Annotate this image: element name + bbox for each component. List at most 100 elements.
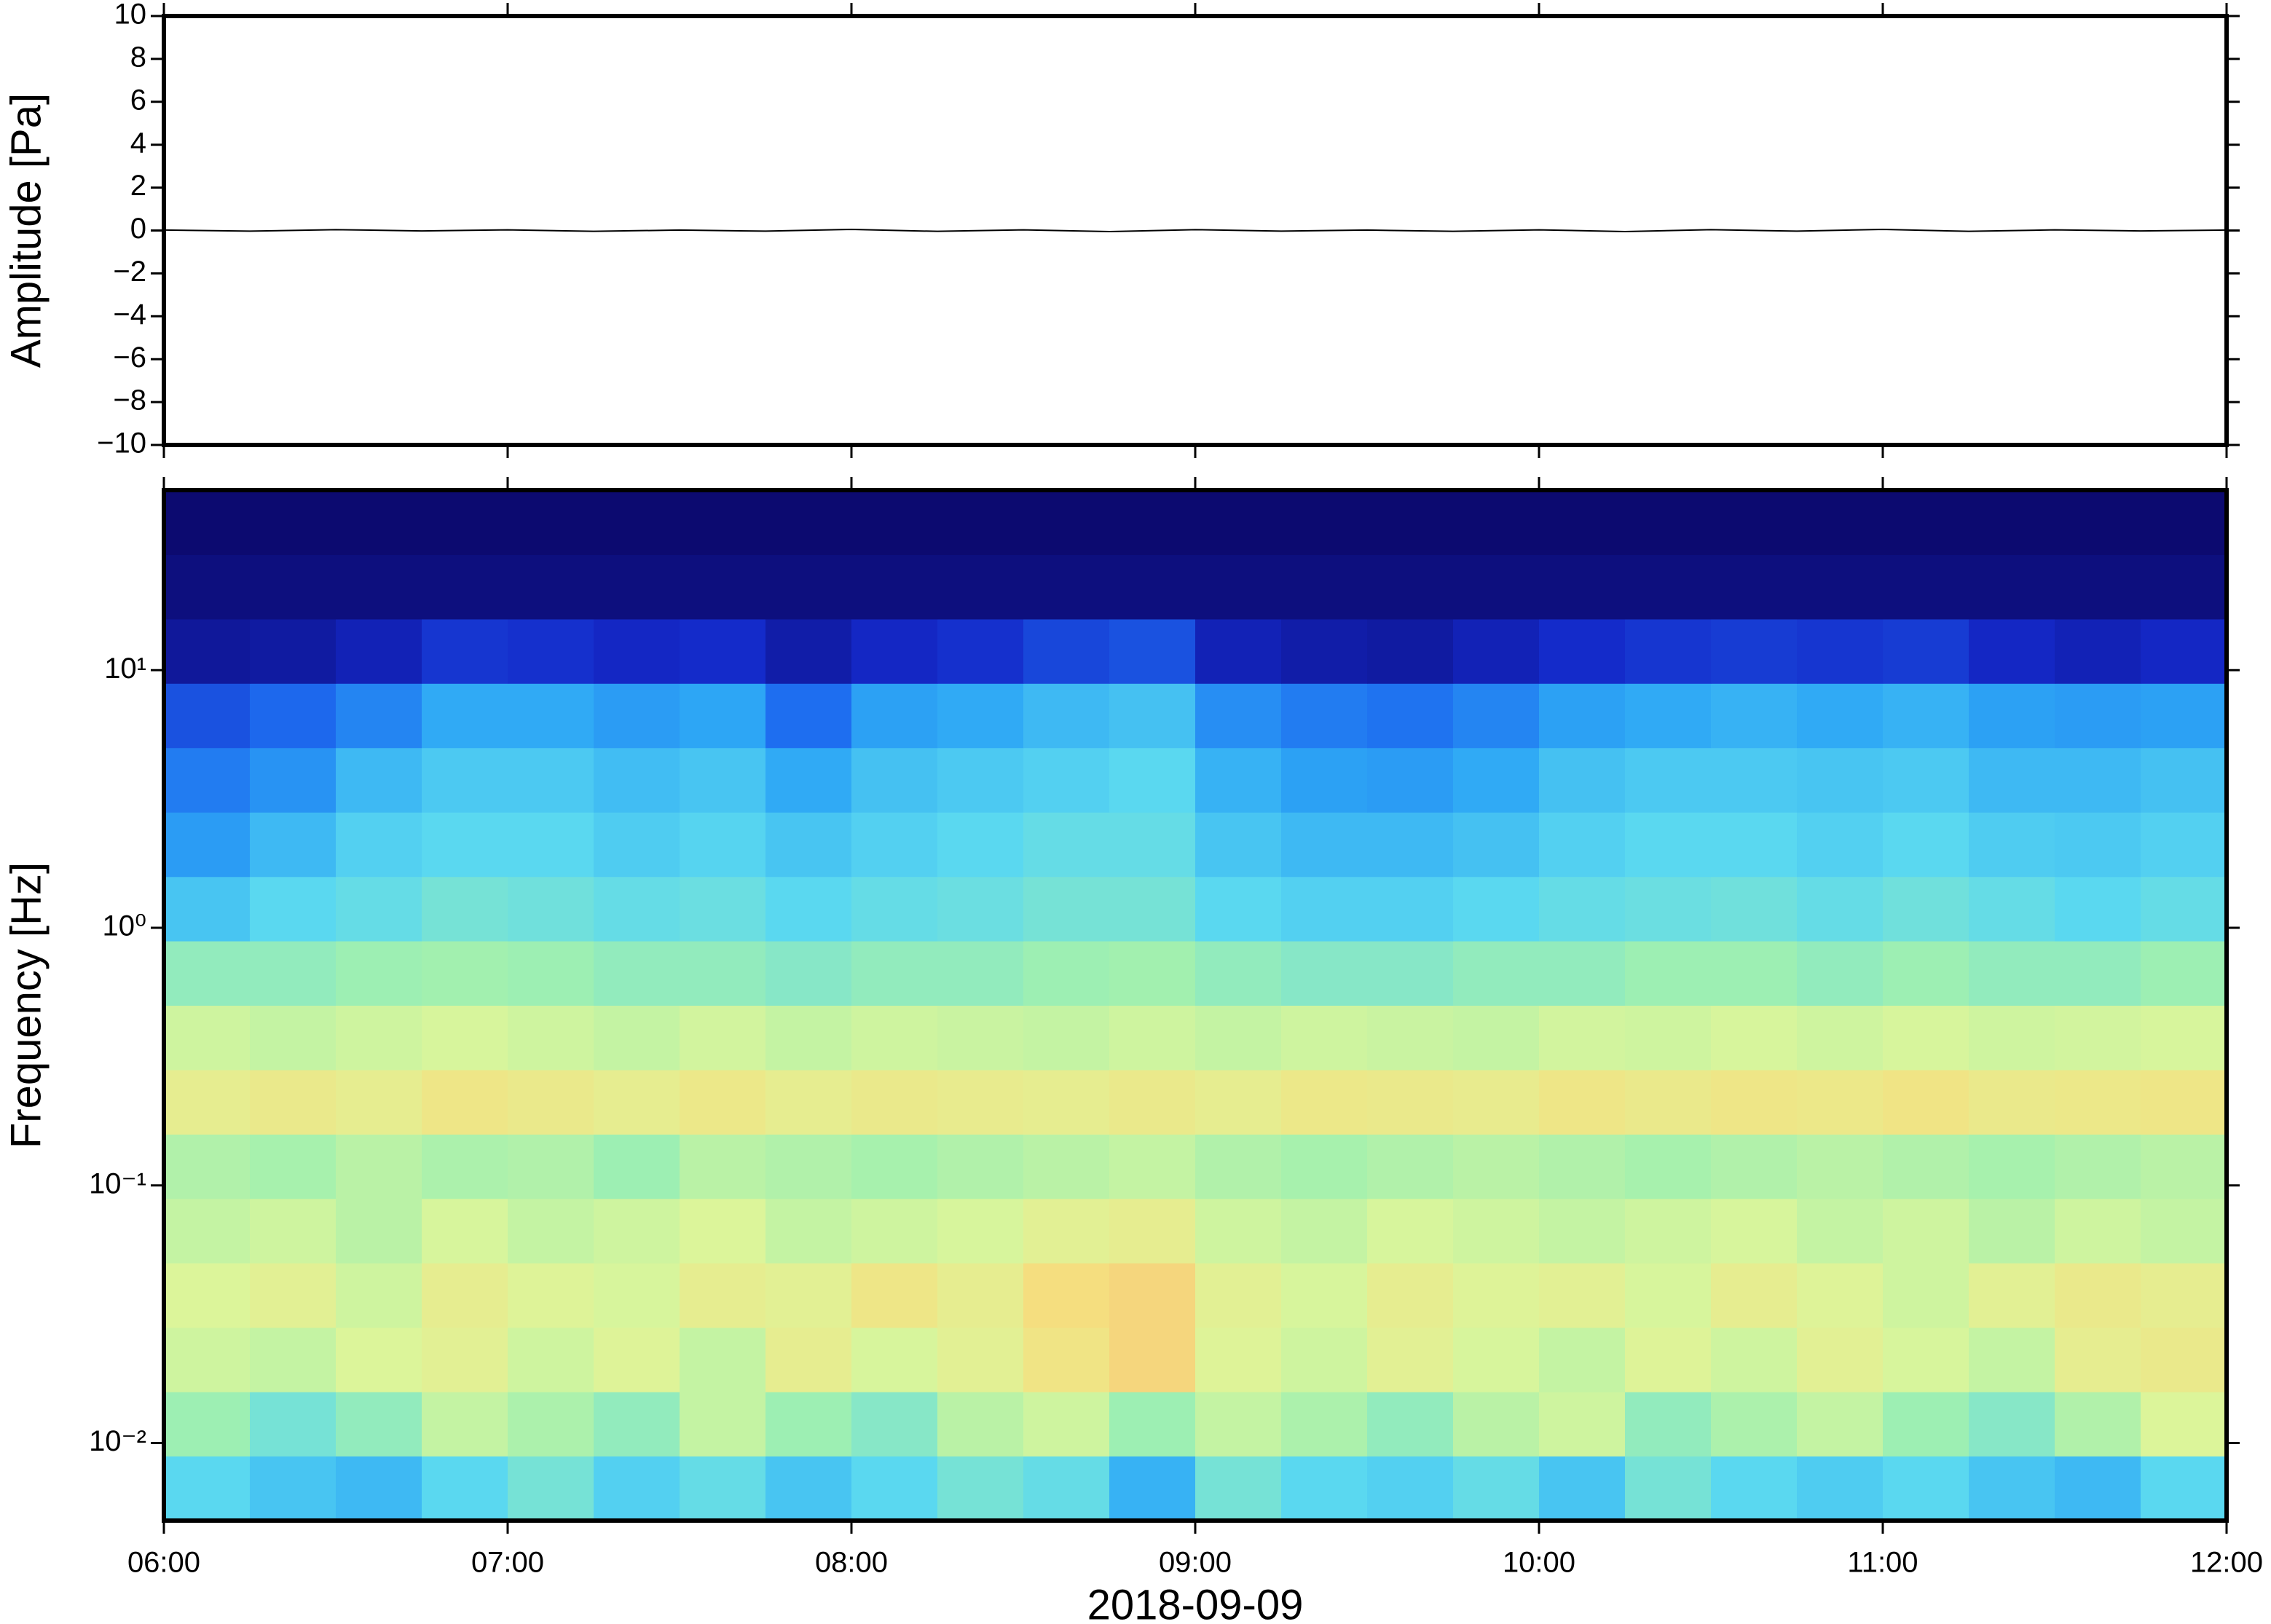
spectrogram-cell xyxy=(1453,1198,1540,1264)
y-tick-label: −8 xyxy=(113,385,146,417)
spectrogram-cell xyxy=(2141,1005,2227,1071)
spectrogram-cell xyxy=(1969,941,2055,1006)
spectrogram-cell xyxy=(336,1070,422,1135)
spectrogram-cell xyxy=(1711,747,1798,813)
spectrogram-cell xyxy=(2055,941,2141,1006)
x-axis-label: 2018-09-09 xyxy=(1087,1581,1304,1624)
spectrogram-cell xyxy=(1195,554,1282,620)
spectrogram-cell xyxy=(1539,1392,1626,1457)
spectrogram-cell xyxy=(2141,876,2227,942)
spectrogram-cell xyxy=(1883,747,1969,813)
spectrogram-cell xyxy=(1539,1070,1626,1135)
spectrogram-cell xyxy=(164,1005,251,1071)
spectrogram-cell xyxy=(1109,554,1196,620)
spectrogram-cell xyxy=(1367,618,1454,684)
spectrogram-cell xyxy=(2055,683,2141,749)
spectrogram-cell xyxy=(1195,618,1282,684)
spectrogram-cell xyxy=(1195,1392,1282,1457)
spectrogram-cell xyxy=(1367,941,1454,1006)
spectrogram-cell xyxy=(1625,941,1712,1006)
spectrogram-cell xyxy=(508,1070,594,1135)
spectrogram-cell xyxy=(250,1005,336,1071)
spectrogram-cell xyxy=(1195,1263,1282,1328)
spectrogram-cell xyxy=(1281,941,1368,1006)
spectrogram-cell xyxy=(2141,1198,2227,1264)
spectrogram-cell xyxy=(851,618,938,684)
y-tick-label: −4 xyxy=(113,299,146,331)
spectrogram-cell xyxy=(1367,554,1454,620)
y-tick-label: 6 xyxy=(130,84,146,116)
spectrogram-cell xyxy=(765,1327,852,1392)
spectrogram-cell xyxy=(508,1263,594,1328)
spectrogram-cell xyxy=(765,1005,852,1071)
spectrogram-cell xyxy=(1711,1134,1798,1199)
y-tick-label: 10 xyxy=(114,0,147,31)
spectrogram-cell xyxy=(680,1456,766,1521)
spectrogram-cell xyxy=(508,876,594,942)
spectrogram-cell xyxy=(851,1392,938,1457)
spectrogram-cell xyxy=(1281,618,1368,684)
spectrogram-cell xyxy=(508,941,594,1006)
spectrogram-cell xyxy=(851,1134,938,1199)
spectrogram-cell xyxy=(1109,1263,1196,1328)
spectrogram-cell xyxy=(336,683,422,749)
spectrogram-cell xyxy=(1711,683,1798,749)
spectrogram-cell xyxy=(1109,490,1196,556)
y-tick-label: 8 xyxy=(130,41,146,73)
y-tick-label: 0 xyxy=(130,213,146,245)
spectrogram-cell xyxy=(164,1134,251,1199)
spectrogram-cell xyxy=(336,812,422,878)
spectrogram-cell xyxy=(1453,1327,1540,1392)
spectrogram-cell xyxy=(851,1456,938,1521)
spectrogram-cell xyxy=(1969,876,2055,942)
spectrogram-cell xyxy=(1883,554,1969,620)
spectrogram-cell xyxy=(1281,1392,1368,1457)
spectrogram-cell xyxy=(1367,747,1454,813)
spectrogram-cell xyxy=(1969,554,2055,620)
spectrogram-cell xyxy=(1109,1134,1196,1199)
spectrogram-cell xyxy=(1883,683,1969,749)
spectrogram-cell xyxy=(2055,812,2141,878)
spectrogram-cell xyxy=(1625,1198,1712,1264)
spectrogram-cell xyxy=(1195,1198,1282,1264)
spectrogram-cell xyxy=(422,1198,508,1264)
spectrogram-cell xyxy=(1969,683,2055,749)
spectrogram-cell xyxy=(1883,876,1969,942)
spectrogram-cell xyxy=(1195,876,1282,942)
spectrogram-cell xyxy=(1023,1392,1110,1457)
spectrogram-cell xyxy=(1023,683,1110,749)
spectrogram-cell xyxy=(508,1134,594,1199)
spectrogram-cell xyxy=(594,683,680,749)
x-tick-label: 12:00 xyxy=(2190,1547,2263,1579)
spectrogram-cell xyxy=(1023,490,1110,556)
spectrogram-cell xyxy=(1625,554,1712,620)
spectrogram-cell xyxy=(765,812,852,878)
spectrogram-cell xyxy=(1281,554,1368,620)
spectrogram-cell xyxy=(2055,1070,2141,1135)
spectrogram-cell xyxy=(765,1070,852,1135)
spectrogram-cell xyxy=(937,747,1024,813)
spectrogram-cell xyxy=(1797,876,1884,942)
spectrogram-cell xyxy=(250,683,336,749)
spectrogram-cell xyxy=(508,1005,594,1071)
spectrogram-cell xyxy=(1797,1263,1884,1328)
spectrogram-cell xyxy=(1453,1456,1540,1521)
spectrogram-cell xyxy=(422,683,508,749)
spectrogram-cell xyxy=(937,1263,1024,1328)
spectrogram-cell xyxy=(250,490,336,556)
spectrogram-cell xyxy=(680,1134,766,1199)
spectrogram-cell xyxy=(508,1198,594,1264)
spectrogram-cell xyxy=(2141,1134,2227,1199)
spectrogram-cell xyxy=(164,876,251,942)
spectrogram-cell xyxy=(2055,1134,2141,1199)
spectrogram-cell xyxy=(2141,618,2227,684)
spectrogram-cell xyxy=(250,876,336,942)
spectrogram-cell xyxy=(851,683,938,749)
spectrogram-cell xyxy=(422,1392,508,1457)
spectrogram-cell xyxy=(164,1198,251,1264)
spectrogram-cell xyxy=(250,1070,336,1135)
spectrogram-cell xyxy=(422,941,508,1006)
spectrogram-cell xyxy=(1281,1198,1368,1264)
spectrogram-cell xyxy=(680,941,766,1006)
spectrogram-cell xyxy=(1195,490,1282,556)
